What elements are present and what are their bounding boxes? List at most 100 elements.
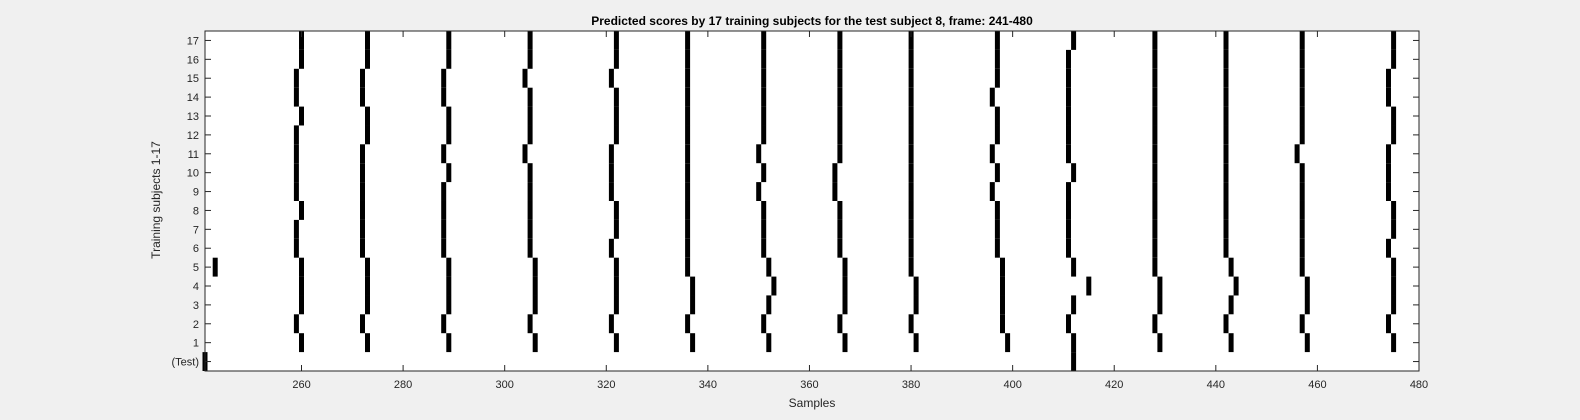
score-mark — [908, 49, 914, 69]
score-mark — [1071, 257, 1077, 277]
score-mark — [1066, 314, 1071, 334]
score-mark — [360, 201, 365, 220]
score-mark — [299, 295, 304, 315]
score-mark — [1299, 314, 1305, 334]
score-mark — [1386, 163, 1391, 183]
score-mark — [989, 144, 995, 164]
score-mark — [685, 87, 691, 107]
score-mark — [690, 276, 696, 296]
score-mark — [441, 87, 447, 107]
y-tick-label: 6 — [193, 243, 199, 255]
score-mark — [441, 219, 447, 239]
y-tick-label: 5 — [193, 262, 199, 274]
score-mark — [1152, 106, 1158, 126]
score-mark — [527, 201, 533, 220]
score-mark — [293, 163, 299, 183]
x-tick-label: 400 — [1003, 379, 1021, 391]
score-mark — [685, 182, 691, 201]
score-mark — [532, 295, 538, 315]
y-tick-label: 15 — [187, 73, 199, 85]
score-mark — [441, 182, 447, 201]
score-mark — [761, 314, 767, 334]
score-mark — [685, 257, 691, 277]
score-mark — [1000, 257, 1005, 277]
score-mark — [837, 144, 843, 164]
score-mark — [837, 106, 843, 126]
score-mark — [1299, 31, 1305, 50]
score-mark — [293, 87, 299, 107]
score-mark — [293, 314, 299, 334]
score-mark — [761, 106, 767, 126]
score-mark — [293, 68, 299, 88]
score-mark — [441, 314, 447, 334]
score-mark — [1066, 125, 1071, 145]
score-mark — [365, 125, 370, 145]
score-mark — [685, 125, 691, 145]
score-mark — [908, 314, 914, 334]
score-mark — [766, 333, 772, 353]
score-mark — [1223, 31, 1229, 50]
score-mark — [908, 219, 914, 239]
score-mark — [1223, 163, 1229, 183]
plot-area — [205, 31, 1419, 371]
score-mark — [1066, 238, 1071, 258]
score-mark — [1386, 314, 1391, 334]
score-mark — [1299, 68, 1305, 88]
score-mark — [994, 219, 1000, 239]
score-mark — [837, 68, 843, 88]
score-mark — [1299, 238, 1305, 258]
score-mark — [365, 106, 370, 126]
score-mark — [1391, 257, 1397, 277]
score-mark — [994, 106, 1000, 126]
score-mark — [613, 333, 619, 353]
score-mark — [994, 125, 1000, 145]
score-mark — [527, 31, 533, 50]
score-mark — [1223, 238, 1229, 258]
y-tick-label: 10 — [187, 168, 199, 180]
score-mark — [1386, 144, 1391, 164]
score-mark — [527, 238, 533, 258]
score-mark — [365, 333, 370, 353]
score-mark — [293, 238, 299, 258]
score-mark — [1228, 333, 1234, 353]
score-mark — [837, 49, 843, 69]
score-mark — [360, 314, 365, 334]
chart-title: Predicted scores by 17 training subjects… — [591, 14, 1033, 28]
score-mark — [1071, 163, 1077, 183]
mark-layer — [202, 31, 1397, 371]
x-axis-label: Samples — [789, 396, 836, 410]
y-axis-label: Training subjects 1-17 — [149, 141, 163, 259]
score-mark — [613, 87, 619, 107]
score-mark — [685, 31, 691, 50]
score-mark — [613, 201, 619, 220]
score-mark — [1299, 163, 1305, 183]
x-tick-label: 360 — [800, 379, 818, 391]
score-mark — [293, 125, 299, 145]
score-mark — [1005, 333, 1011, 353]
score-mark — [685, 163, 691, 183]
score-mark — [446, 163, 452, 183]
score-mark — [360, 87, 365, 107]
score-mark — [1223, 219, 1229, 239]
score-mark — [293, 182, 299, 201]
score-mark — [1000, 314, 1005, 334]
score-mark — [1391, 106, 1397, 126]
score-mark — [1223, 314, 1229, 334]
score-mark — [1223, 87, 1229, 107]
x-tick-label: 380 — [902, 379, 920, 391]
score-mark — [842, 295, 848, 315]
score-mark — [837, 125, 843, 145]
score-mark — [1391, 219, 1397, 239]
score-mark — [613, 276, 619, 296]
x-tick-label: 260 — [292, 379, 310, 391]
score-mark — [1228, 257, 1234, 277]
score-mark — [613, 106, 619, 126]
score-mark — [1299, 182, 1305, 201]
score-mark — [365, 49, 370, 69]
score-mark — [1386, 68, 1391, 88]
score-mark — [1299, 219, 1305, 239]
score-mark — [1066, 106, 1071, 126]
x-tick-label: 280 — [394, 379, 412, 391]
score-mark — [608, 163, 614, 183]
